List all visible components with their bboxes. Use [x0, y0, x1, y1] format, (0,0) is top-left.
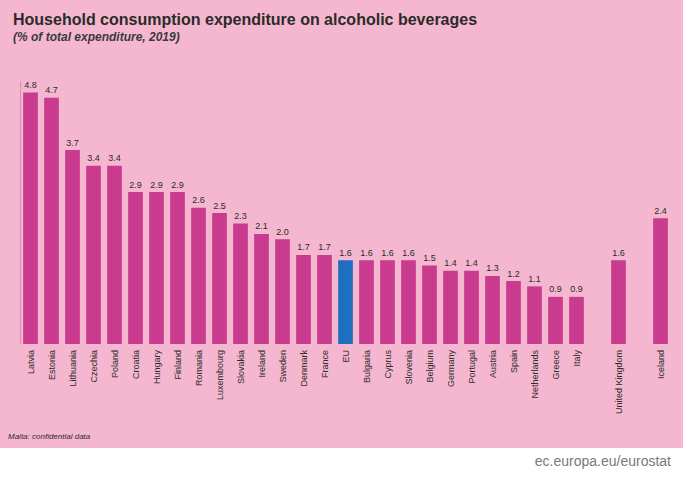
svg-text:France: France [320, 350, 330, 378]
svg-text:Finland: Finland [173, 350, 183, 380]
svg-text:2.3: 2.3 [234, 211, 247, 221]
svg-text:Malta: confidential data: Malta: confidential data [8, 432, 91, 441]
svg-text:Greece: Greece [551, 350, 561, 380]
svg-text:2.9: 2.9 [129, 180, 142, 190]
svg-text:2.9: 2.9 [171, 180, 184, 190]
svg-text:Czechia: Czechia [89, 350, 99, 383]
svg-text:Germany: Germany [446, 350, 456, 388]
svg-text:1.6: 1.6 [612, 248, 625, 258]
svg-text:Latvia: Latvia [26, 350, 36, 374]
svg-text:1.7: 1.7 [318, 242, 331, 252]
svg-text:Croatia: Croatia [131, 350, 141, 379]
svg-text:0.9: 0.9 [549, 284, 562, 294]
svg-text:Netherlands: Netherlands [530, 350, 540, 399]
svg-text:1.6: 1.6 [360, 248, 373, 258]
svg-text:2.4: 2.4 [654, 206, 667, 216]
svg-text:2.9: 2.9 [150, 180, 163, 190]
svg-text:Bulgaria: Bulgaria [362, 350, 372, 383]
svg-text:Iceland: Iceland [656, 350, 666, 379]
svg-text:Cyprus: Cyprus [383, 350, 393, 379]
svg-text:1.6: 1.6 [402, 248, 415, 258]
svg-text:Sweden: Sweden [278, 350, 288, 383]
svg-text:Lithuania: Lithuania [68, 350, 78, 387]
svg-text:1.4: 1.4 [444, 258, 457, 268]
svg-text:1.7: 1.7 [297, 242, 310, 252]
svg-text:Household consumption expendit: Household consumption expenditure on alc… [13, 11, 477, 28]
svg-text:1.6: 1.6 [381, 248, 394, 258]
svg-text:United Kingdom: United Kingdom [614, 350, 624, 414]
svg-text:Slovakia: Slovakia [236, 350, 246, 384]
svg-text:4.8: 4.8 [24, 80, 37, 90]
svg-text:ec.europa.eu/eurostat: ec.europa.eu/eurostat [535, 453, 671, 469]
svg-text:Slovenia: Slovenia [404, 350, 414, 385]
svg-text:2.5: 2.5 [213, 201, 226, 211]
svg-text:Denmark: Denmark [299, 350, 309, 387]
svg-text:Romania: Romania [194, 350, 204, 386]
svg-text:1.2: 1.2 [507, 269, 520, 279]
svg-text:1.3: 1.3 [486, 263, 499, 273]
svg-text:2.0: 2.0 [276, 227, 289, 237]
svg-text:Luxembourg: Luxembourg [215, 350, 225, 400]
svg-text:EU: EU [341, 350, 351, 363]
svg-text:4.7: 4.7 [45, 85, 58, 95]
svg-text:3.7: 3.7 [66, 138, 79, 148]
svg-text:Poland: Poland [110, 350, 120, 378]
svg-text:Ireland: Ireland [257, 350, 267, 378]
svg-text:2.6: 2.6 [192, 195, 205, 205]
svg-text:3.4: 3.4 [108, 153, 121, 163]
svg-text:Belgium: Belgium [425, 350, 435, 383]
svg-text:Italy: Italy [572, 350, 582, 367]
svg-text:1.1: 1.1 [528, 274, 541, 284]
svg-text:1.6: 1.6 [339, 248, 352, 258]
svg-text:Hungary: Hungary [152, 350, 162, 385]
svg-text:Portugal: Portugal [467, 350, 477, 384]
svg-text:Austria: Austria [488, 350, 498, 378]
svg-text:1.4: 1.4 [465, 258, 478, 268]
svg-text:(% of total expenditure, 2019): (% of total expenditure, 2019) [13, 30, 180, 44]
svg-text:0.9: 0.9 [570, 284, 583, 294]
svg-text:Estonia: Estonia [47, 350, 57, 380]
svg-text:Spain: Spain [509, 350, 519, 373]
svg-text:3.4: 3.4 [87, 153, 100, 163]
svg-text:1.5: 1.5 [423, 253, 436, 263]
svg-text:2.1: 2.1 [255, 221, 268, 231]
